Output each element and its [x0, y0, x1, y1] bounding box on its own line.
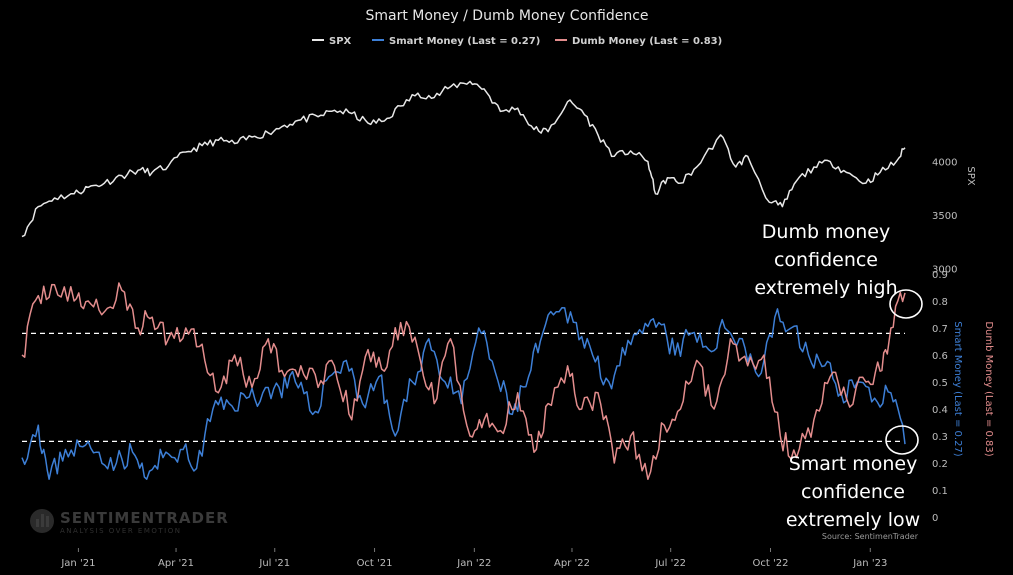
series-line-smart-money — [21, 307, 906, 480]
legend-label: SPX — [329, 36, 352, 47]
annotation-dumb-line-2: confidence — [774, 249, 878, 271]
confidence-tick-label: 0 — [932, 513, 938, 524]
spx-axis-ticks: 3000 3500 4000 — [932, 158, 957, 276]
x-tick-label: Apr '22 — [554, 558, 590, 569]
confidence-tick-label: 0.3 — [932, 432, 948, 443]
legend-item-spx: SPX — [312, 36, 352, 47]
highlight-circle-dumb — [889, 289, 923, 319]
source-note: Source: SentimenTrader — [822, 532, 919, 541]
spx-tick-label: 4000 — [932, 158, 957, 169]
x-tick-label: Jan '22 — [456, 558, 491, 569]
confidence-tick-label: 0.4 — [932, 405, 948, 416]
x-tick-label: Jan '21 — [60, 558, 95, 569]
annotation-smart-line-2: confidence — [801, 481, 905, 503]
series-line-spx — [21, 80, 906, 238]
spx-tick-label: 3000 — [932, 265, 957, 276]
confidence-tick-label: 0.9 — [932, 270, 948, 281]
annotation-smart-money: Smart money confidence extremely low — [786, 425, 920, 531]
x-tick-label: Jul '21 — [258, 558, 290, 569]
watermark-brand: SENTIMENTRADER — [60, 509, 229, 527]
annotation-smart-line-1: Smart money — [789, 453, 918, 475]
highlight-circle-smart — [885, 425, 919, 455]
legend: SPX Smart Money (Last = 0.27) Dumb Money (… — [312, 36, 722, 47]
confidence-tick-label: 0.6 — [932, 351, 948, 362]
reference-lines — [22, 332, 905, 443]
watermark: SENTIMENTRADER ANALYSIS OVER EMOTION — [30, 509, 229, 535]
annotation-dumb-money: Dumb money confidence extremely high — [754, 221, 923, 319]
legend-item-smart-money: Smart Money (Last = 0.27) — [372, 36, 540, 47]
confidence-tick-label: 0.1 — [932, 486, 948, 497]
confidence-tick-label: 0.2 — [932, 459, 948, 470]
smart-money-axis-title: Smart Money (Last = 0.27) — [952, 321, 963, 456]
series-line-dumb-money — [21, 282, 906, 480]
confidence-tick-label: 0.8 — [932, 297, 948, 308]
x-tick-label: Apr '21 — [158, 558, 194, 569]
dumb-money-axis-title: Dumb Money (Last = 0.83) — [983, 321, 994, 456]
spx-axis-title: SPX — [965, 166, 976, 185]
series-layer — [21, 80, 906, 480]
legend-item-dumb-money: Dumb Money (Last = 0.83) — [555, 36, 722, 47]
annotation-smart-line-3: extremely low — [786, 509, 920, 531]
x-tick-label: Jul '22 — [654, 558, 686, 569]
confidence-axis-ticks: 0 0.1 0.2 0.3 0.4 0.5 0.6 0.7 0.8 0.9 — [932, 270, 948, 524]
confidence-tick-label: 0.5 — [932, 378, 948, 389]
chart-title: Smart Money / Dumb Money Confidence — [365, 8, 648, 24]
legend-label: Dumb Money (Last = 0.83) — [572, 36, 722, 47]
annotation-dumb-line-3: extremely high — [754, 277, 897, 299]
x-tick-label: Jan '23 — [852, 558, 887, 569]
x-tick-label: Oct '22 — [753, 558, 789, 569]
annotation-dumb-line-1: Dumb money — [762, 221, 890, 243]
x-axis-ticks: Jan '21 Apr '21 Jul '21 Oct '21 Jan '22 Apr '… — [60, 548, 887, 569]
x-tick-label: Oct '21 — [357, 558, 393, 569]
confidence-tick-label: 0.7 — [932, 324, 948, 335]
spx-tick-label: 3500 — [932, 211, 957, 222]
watermark-tagline: ANALYSIS OVER EMOTION — [60, 527, 181, 535]
legend-label: Smart Money (Last = 0.27) — [389, 36, 540, 47]
